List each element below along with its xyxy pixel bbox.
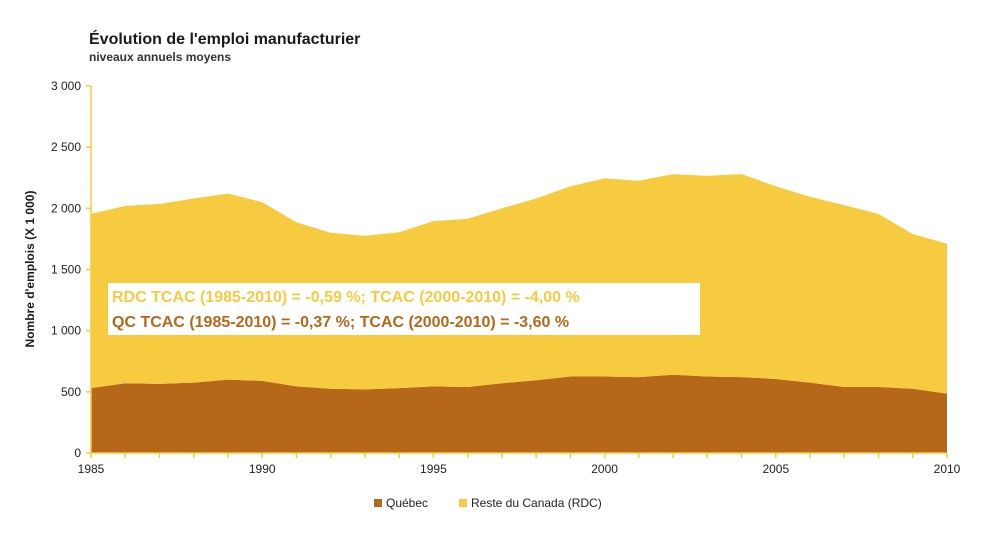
annotation-rdc: RDC TCAC (1985-2010) = -0,59 %; TCAC (20… [112,289,580,306]
legend: Québec Reste du Canada (RDC) [374,496,602,510]
y-ticks: 0 500 1 000 1 500 2 000 2 500 3 000 [51,79,91,460]
y-tick-label: 500 [61,385,81,399]
area-series-0 [91,374,947,453]
legend-label-rdc: Reste du Canada (RDC) [471,496,602,510]
y-tick-label: 2 000 [51,201,81,215]
x-tick-label: 1995 [420,462,447,476]
x-tick-label: 2000 [591,462,618,476]
y-tick-label: 3 000 [51,79,81,93]
x-ticks: 1985 1990 1995 2000 2005 2010 [78,453,961,476]
y-tick-label: 1 000 [51,324,81,338]
x-tick-label: 2010 [934,462,961,476]
chart-subtitle: niveaux annuels moyens [89,50,231,64]
legend-swatch-quebec [374,499,382,507]
x-tick-label: 1990 [249,462,276,476]
chart-title: Évolution de l'emploi manufacturier [89,29,360,48]
legend-swatch-rdc [459,499,467,507]
y-tick-label: 0 [74,446,81,460]
x-tick-label: 2005 [762,462,789,476]
y-axis-label: Nombre d'emplois (X 1 000) [23,191,37,348]
annotation-box [108,283,700,335]
x-tick-label: 1985 [78,462,105,476]
annotation-qc: QC TCAC (1985-2010) = -0,37 %; TCAC (200… [112,314,569,331]
legend-label-quebec: Québec [386,496,428,510]
y-tick-label: 2 500 [51,140,81,154]
y-tick-label: 1 500 [51,263,81,277]
